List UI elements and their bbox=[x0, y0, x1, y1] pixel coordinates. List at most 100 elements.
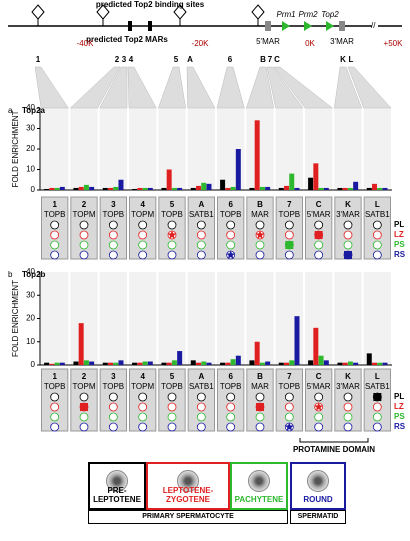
stage-circle bbox=[314, 412, 324, 422]
panel-letter: a bbox=[8, 106, 13, 115]
bar bbox=[259, 362, 265, 365]
bar bbox=[318, 187, 324, 190]
cell-image bbox=[106, 470, 128, 492]
site-funnel bbox=[266, 66, 304, 109]
site-number: K bbox=[345, 372, 351, 381]
site-type: 3'MAR bbox=[336, 210, 360, 219]
stage-circle bbox=[284, 412, 294, 422]
y-tick-label: 0 bbox=[31, 185, 36, 194]
y-tick-label: 10 bbox=[26, 337, 35, 346]
legend-entry: PL bbox=[394, 220, 404, 229]
bar bbox=[89, 186, 95, 190]
stage-circle bbox=[138, 392, 148, 402]
bar bbox=[382, 362, 388, 365]
bar bbox=[323, 360, 329, 365]
group-label: SPERMATID bbox=[290, 510, 346, 524]
bar bbox=[73, 361, 79, 365]
site-type: TOPM bbox=[131, 382, 154, 391]
bar bbox=[171, 187, 177, 190]
stage-circle bbox=[196, 250, 206, 260]
bar bbox=[254, 341, 260, 365]
stage-circle bbox=[167, 412, 177, 422]
scale-label: -20K bbox=[192, 39, 210, 48]
bar bbox=[206, 362, 212, 365]
site-number: A bbox=[198, 200, 204, 209]
panel-letter: b bbox=[8, 270, 13, 279]
y-axis-label: FOLD ENRICHMENT bbox=[11, 110, 20, 187]
stage-circle bbox=[50, 240, 60, 250]
bar bbox=[289, 360, 295, 365]
site-label: B bbox=[260, 55, 266, 64]
bar bbox=[254, 120, 260, 190]
stage-circle bbox=[108, 250, 118, 260]
stage-circle bbox=[284, 220, 294, 230]
site-label: 2 bbox=[115, 55, 120, 64]
stage-circle bbox=[196, 392, 206, 402]
bar bbox=[132, 362, 138, 365]
site-type: MAR bbox=[251, 382, 269, 391]
bar bbox=[337, 187, 343, 190]
bar bbox=[196, 362, 201, 365]
column-bg bbox=[41, 272, 69, 365]
significance-star bbox=[285, 422, 294, 431]
mar-box bbox=[148, 21, 152, 31]
bar bbox=[278, 187, 284, 190]
y-tick-label: 40 bbox=[26, 267, 35, 276]
significance-star bbox=[255, 230, 265, 239]
bar bbox=[342, 187, 348, 190]
bar bbox=[201, 361, 207, 365]
column-bg bbox=[363, 108, 391, 190]
stage-circle bbox=[226, 240, 236, 250]
bar bbox=[259, 186, 265, 190]
bar bbox=[265, 361, 271, 365]
stage-circle bbox=[50, 392, 60, 402]
bar bbox=[235, 149, 241, 190]
stage-circle bbox=[167, 240, 177, 250]
stage-circle bbox=[108, 402, 118, 412]
significance-square bbox=[285, 241, 294, 249]
site-type: TOPB bbox=[279, 382, 301, 391]
scale-label: 0K bbox=[305, 39, 315, 48]
bar bbox=[377, 362, 383, 365]
bar bbox=[142, 361, 148, 365]
gene-arrows bbox=[282, 21, 334, 31]
site-label: 3 bbox=[122, 55, 127, 64]
stage-circle bbox=[343, 402, 353, 412]
site-funnel bbox=[186, 66, 216, 109]
column-bg bbox=[246, 108, 274, 190]
scale-label: -40K bbox=[77, 39, 95, 48]
stage-circle bbox=[167, 402, 177, 412]
stage-circle bbox=[314, 392, 324, 402]
site-label: C bbox=[274, 55, 280, 64]
bar bbox=[190, 360, 196, 365]
bar bbox=[102, 187, 108, 190]
bar bbox=[337, 362, 343, 365]
site-number: 3 bbox=[111, 200, 116, 209]
stage-circle bbox=[108, 412, 118, 422]
bar bbox=[196, 185, 201, 190]
site-type: SATB1 bbox=[365, 382, 390, 391]
stage-box: PACHYTENE bbox=[230, 462, 288, 510]
bar bbox=[161, 362, 167, 365]
stage-circle bbox=[372, 412, 382, 422]
bar bbox=[225, 187, 231, 190]
bar bbox=[49, 363, 55, 365]
bar bbox=[54, 187, 60, 190]
column-bg bbox=[305, 272, 333, 365]
site-number: B bbox=[257, 372, 263, 381]
gene-label: Prm1 bbox=[276, 10, 295, 19]
bar bbox=[118, 360, 124, 365]
bar bbox=[137, 187, 143, 190]
site-label: 5 bbox=[174, 55, 179, 64]
bar bbox=[289, 173, 295, 190]
stage-circle bbox=[138, 250, 148, 260]
stage-label: PRE-LEPTOTENE bbox=[93, 486, 141, 504]
region-label: 5'MAR bbox=[256, 37, 280, 46]
bar bbox=[83, 184, 89, 190]
stage-circle bbox=[226, 422, 236, 432]
bar bbox=[249, 187, 255, 190]
bar bbox=[308, 360, 314, 365]
bar bbox=[89, 361, 95, 365]
bar bbox=[59, 362, 65, 365]
